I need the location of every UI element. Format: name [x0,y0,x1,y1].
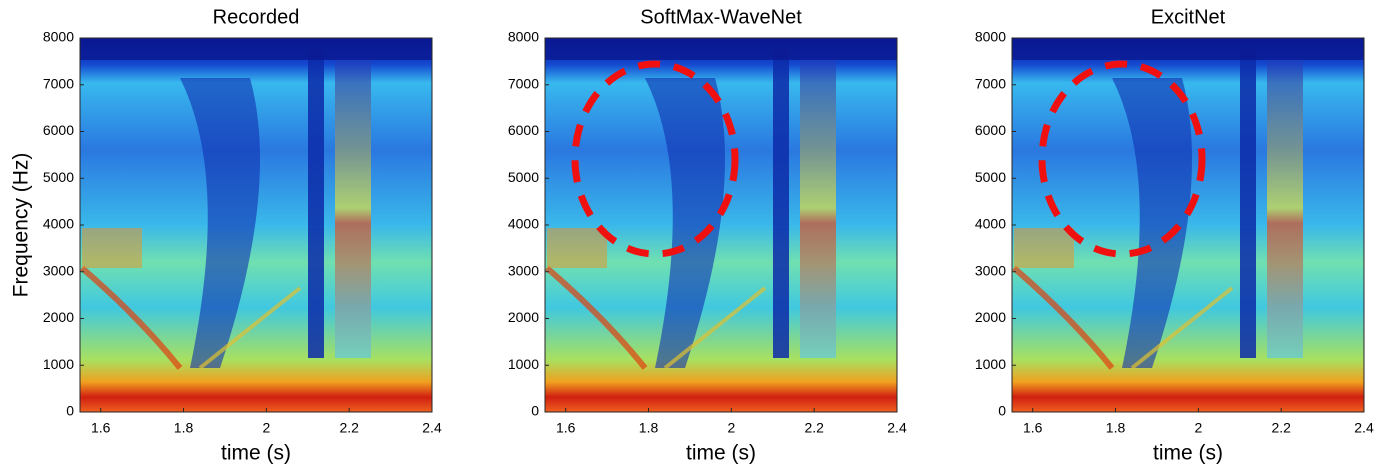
y-tick-label: 2000 [508,309,539,325]
y-tick-label: 1000 [975,356,1006,372]
y-tick-label: 4000 [508,216,539,232]
y-tick-label: 4000 [975,216,1006,232]
y-tick-label: 0 [998,403,1006,419]
chart-title: ExcitNet [1151,6,1226,28]
x-axis-label: time (s) [686,442,756,465]
formant-band [547,228,607,268]
formant [1130,286,1234,370]
y-tick-label: 3000 [43,262,74,278]
y-tick-label: 7000 [975,75,1006,91]
x-tick-label: 2 [262,420,270,436]
y-tick-label: 5000 [508,169,539,185]
low-energy-region [645,78,725,368]
x-tick-label: 1.8 [1106,420,1126,436]
low-energy-region [180,78,260,368]
fricative-band [1267,58,1303,358]
x-tick-label: 1.6 [1023,420,1043,436]
y-tick-label: 6000 [508,122,539,138]
y-tick-label: 8000 [975,29,1006,45]
top-band [545,38,897,60]
x-tick-label: 2 [727,420,735,436]
y-tick-label: 2000 [975,309,1006,325]
x-tick-label: 2 [1194,420,1202,436]
formant [198,286,302,370]
fricative-band [335,58,371,358]
silence-band [1240,48,1256,358]
y-tick-label: 3000 [508,262,539,278]
y-tick-label: 6000 [43,122,74,138]
y-tick-label: 0 [66,403,74,419]
y-tick-label: 8000 [508,29,539,45]
top-band [1012,38,1364,60]
y-tick-label: 2000 [43,309,74,325]
x-tick-label: 2.2 [804,420,824,436]
formant-band [1014,228,1074,268]
formant [545,265,648,370]
x-tick-label: 2.4 [422,420,442,436]
x-tick-label: 1.8 [639,420,659,436]
y-tick-label: 3000 [975,262,1006,278]
formant [663,286,767,370]
x-tick-label: 1.6 [556,420,576,436]
y-tick-label: 8000 [43,29,74,45]
x-tick-label: 2.4 [1354,420,1374,436]
highlight-ellipse [1038,60,1206,258]
formant [1012,265,1115,370]
chart-title: SoftMax-WaveNet [640,6,802,28]
silence-band [773,48,789,358]
x-axis-label: time (s) [1153,442,1223,465]
chart-title: Recorded [213,6,300,28]
x-tick-label: 1.8 [174,420,194,436]
x-axis-label: time (s) [221,442,291,465]
y-tick-label: 5000 [975,169,1006,185]
spectrogram [80,38,432,412]
formant [80,265,183,370]
top-band [80,38,432,60]
y-tick-label: 1000 [43,356,74,372]
fricative-band [800,58,836,358]
x-tick-label: 2.2 [1271,420,1291,436]
formant-band [82,228,142,268]
y-tick-label: 1000 [508,356,539,372]
y-tick-label: 5000 [43,169,74,185]
x-tick-label: 1.6 [91,420,111,436]
x-tick-label: 2.4 [887,420,907,436]
x-tick-label: 2.2 [339,420,359,436]
y-tick-label: 6000 [975,122,1006,138]
y-tick-label: 4000 [43,216,74,232]
y-tick-label: 0 [531,403,539,419]
y-axis-label: Frequency (Hz) [10,153,33,298]
highlight-ellipse [571,60,739,258]
silence-band [308,48,324,358]
y-tick-label: 7000 [508,75,539,91]
low-energy-region [1112,78,1192,368]
y-tick-label: 7000 [43,75,74,91]
